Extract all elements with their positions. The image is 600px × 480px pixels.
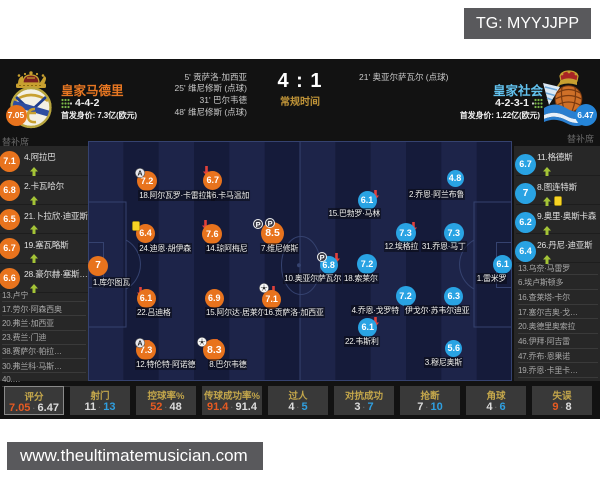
svg-text:P: P xyxy=(320,253,325,262)
svg-text:P: P xyxy=(268,219,273,228)
svg-text:A: A xyxy=(137,170,142,177)
svg-text:P: P xyxy=(256,220,261,229)
svg-text:A: A xyxy=(137,341,142,348)
